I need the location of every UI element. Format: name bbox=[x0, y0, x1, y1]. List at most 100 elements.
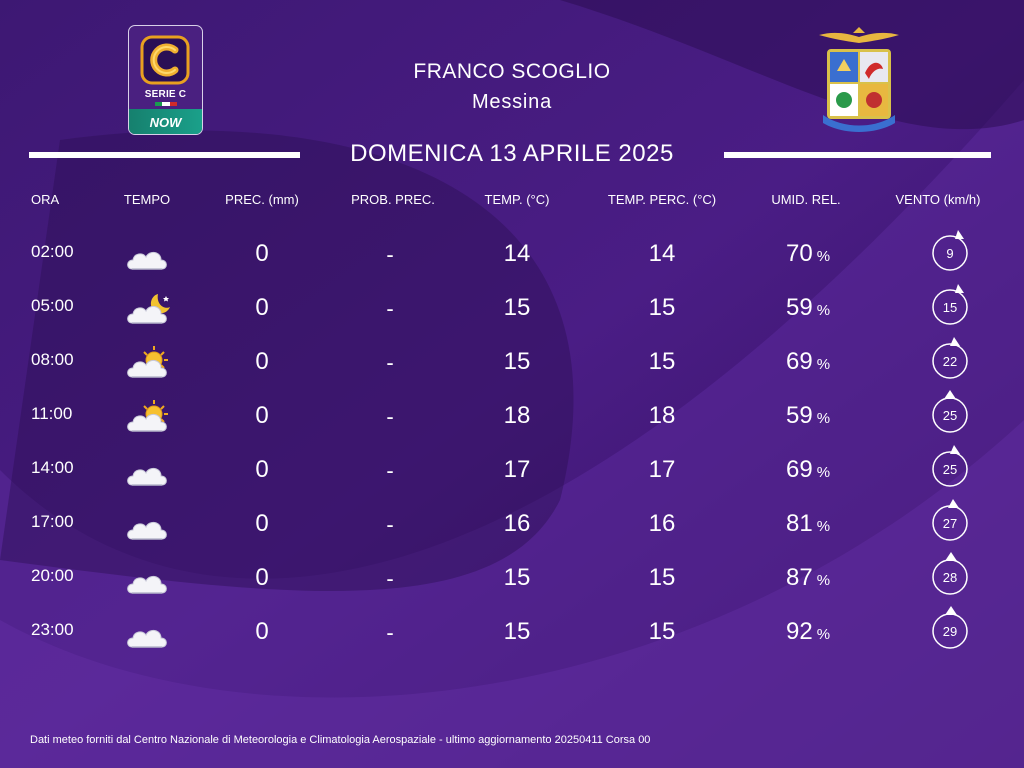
wind-indicator: 9 bbox=[930, 226, 972, 276]
row-precip-prob: - bbox=[386, 458, 394, 483]
column-header-temp: TEMP. (°C) bbox=[484, 192, 550, 207]
stadium-name: FRANCO SCOGLIO bbox=[413, 60, 611, 83]
column-header-humidity: UMID. REL. bbox=[771, 192, 841, 207]
forecast-row: 14:00 0 - 17 17 69% 25 bbox=[0, 445, 1024, 506]
cloudy-icon bbox=[124, 452, 174, 490]
humidity-unit: % bbox=[816, 248, 831, 265]
row-precip: 0 bbox=[255, 240, 269, 267]
humidity-value: 59 bbox=[786, 402, 813, 429]
forecast-row: 20:00 0 - 15 15 87% 28 bbox=[0, 552, 1024, 614]
wind-speed: 28 bbox=[942, 570, 958, 585]
row-time: 08:00 bbox=[31, 350, 74, 369]
serie-c-mark-icon bbox=[140, 35, 190, 85]
row-humidity: 81% bbox=[786, 510, 830, 538]
wind-direction-icon bbox=[932, 230, 968, 271]
forecast-row: 11:00 0 - 18 18 59% 25 bbox=[0, 390, 1024, 452]
row-time: 17:00 bbox=[31, 512, 74, 531]
row-temp-perc: 15 bbox=[648, 348, 676, 375]
row-humidity: 87% bbox=[786, 564, 830, 592]
humidity-unit: % bbox=[816, 572, 831, 589]
row-temp-perc: 15 bbox=[648, 294, 676, 321]
column-header-precip: PREC. (mm) bbox=[225, 192, 299, 207]
cloudy-icon bbox=[124, 236, 174, 274]
column-header-wind: VENTO (km/h) bbox=[895, 192, 981, 207]
row-time: 05:00 bbox=[31, 296, 74, 315]
column-header-time: ORA bbox=[31, 192, 60, 207]
row-temp: 16 bbox=[503, 510, 531, 537]
wind-direction-icon bbox=[932, 284, 968, 325]
league-name: SERIE C bbox=[144, 89, 187, 100]
cloudy-icon bbox=[124, 614, 174, 652]
row-temp: 18 bbox=[503, 402, 531, 429]
forecast-row: 08:00 0 - 15 15 69% 22 bbox=[0, 337, 1024, 398]
wind-direction-icon bbox=[932, 445, 968, 487]
row-temp-perc: 18 bbox=[648, 402, 676, 429]
wind-direction-icon bbox=[932, 552, 968, 595]
row-humidity: 69% bbox=[786, 348, 830, 376]
wind-speed: 25 bbox=[942, 408, 958, 423]
divider-left bbox=[29, 152, 300, 158]
cloudy-night-icon bbox=[124, 290, 174, 328]
row-temp: 15 bbox=[503, 294, 531, 321]
city-name: Messina bbox=[471, 91, 553, 113]
serie-c-now-logo: SERIE C NOW bbox=[128, 25, 203, 135]
row-temp-perc: 15 bbox=[648, 618, 676, 645]
row-precip: 0 bbox=[255, 564, 269, 591]
humidity-value: 92 bbox=[786, 618, 813, 645]
humidity-unit: % bbox=[816, 464, 831, 481]
row-time: 20:00 bbox=[31, 566, 74, 585]
wind-indicator: 27 bbox=[930, 496, 972, 546]
humidity-unit: % bbox=[816, 518, 831, 535]
row-temp: 15 bbox=[503, 348, 531, 375]
wind-direction-icon bbox=[932, 337, 968, 379]
wind-speed: 15 bbox=[942, 300, 958, 315]
forecast-row: 17:00 0 - 16 16 81% 27 bbox=[0, 499, 1024, 560]
row-humidity: 59% bbox=[786, 294, 830, 322]
cloudy-icon bbox=[124, 560, 174, 598]
row-humidity: 92% bbox=[786, 618, 830, 646]
wind-speed: 29 bbox=[942, 624, 958, 639]
partly-sunny-icon bbox=[124, 344, 174, 382]
wind-speed: 9 bbox=[946, 246, 954, 261]
row-temp: 17 bbox=[503, 456, 531, 483]
humidity-value: 69 bbox=[786, 456, 813, 483]
row-precip: 0 bbox=[255, 510, 269, 537]
aeronautica-militare-emblem-icon bbox=[819, 27, 899, 132]
forecast-date: DOMENICA 13 APRILE 2025 bbox=[350, 140, 674, 167]
row-precip: 0 bbox=[255, 456, 269, 483]
column-header-weather: TEMPO bbox=[123, 192, 171, 207]
row-time: 14:00 bbox=[31, 458, 74, 477]
forecast-row: 23:00 0 - 15 15 92% 29 bbox=[0, 606, 1024, 668]
wind-direction-icon bbox=[932, 499, 968, 541]
wind-indicator: 22 bbox=[930, 334, 972, 384]
humidity-value: 59 bbox=[786, 294, 813, 321]
row-temp: 15 bbox=[503, 564, 531, 591]
row-precip: 0 bbox=[255, 618, 269, 645]
wind-direction-icon bbox=[932, 606, 968, 649]
row-precip-prob: - bbox=[386, 620, 394, 645]
humidity-unit: % bbox=[816, 302, 831, 319]
humidity-unit: % bbox=[816, 626, 831, 643]
row-precip-prob: - bbox=[386, 350, 394, 375]
forecast-row: 05:00 0 - 15 15 59% 15 bbox=[0, 284, 1024, 344]
row-temp-perc: 17 bbox=[648, 456, 676, 483]
row-humidity: 69% bbox=[786, 456, 830, 484]
row-temp: 15 bbox=[503, 618, 531, 645]
row-precip: 0 bbox=[255, 402, 269, 429]
row-precip-prob: - bbox=[386, 296, 394, 321]
row-humidity: 59% bbox=[786, 402, 830, 430]
humidity-value: 70 bbox=[786, 240, 813, 267]
row-precip-prob: - bbox=[386, 566, 394, 591]
wind-indicator: 25 bbox=[930, 442, 972, 492]
row-temp-perc: 15 bbox=[648, 564, 676, 591]
sponsor-band bbox=[129, 109, 202, 134]
wind-indicator: 15 bbox=[930, 280, 972, 330]
italy-flag-icon bbox=[155, 102, 177, 106]
row-precip-prob: - bbox=[386, 404, 394, 429]
humidity-value: 87 bbox=[786, 564, 813, 591]
row-precip-prob: - bbox=[386, 512, 394, 537]
row-time: 23:00 bbox=[31, 620, 74, 639]
wind-indicator: 25 bbox=[930, 388, 972, 438]
data-source-footer: Dati meteo forniti dal Centro Nazionale … bbox=[30, 734, 651, 746]
column-header-precip-prob: PROB. PREC. bbox=[351, 192, 435, 207]
